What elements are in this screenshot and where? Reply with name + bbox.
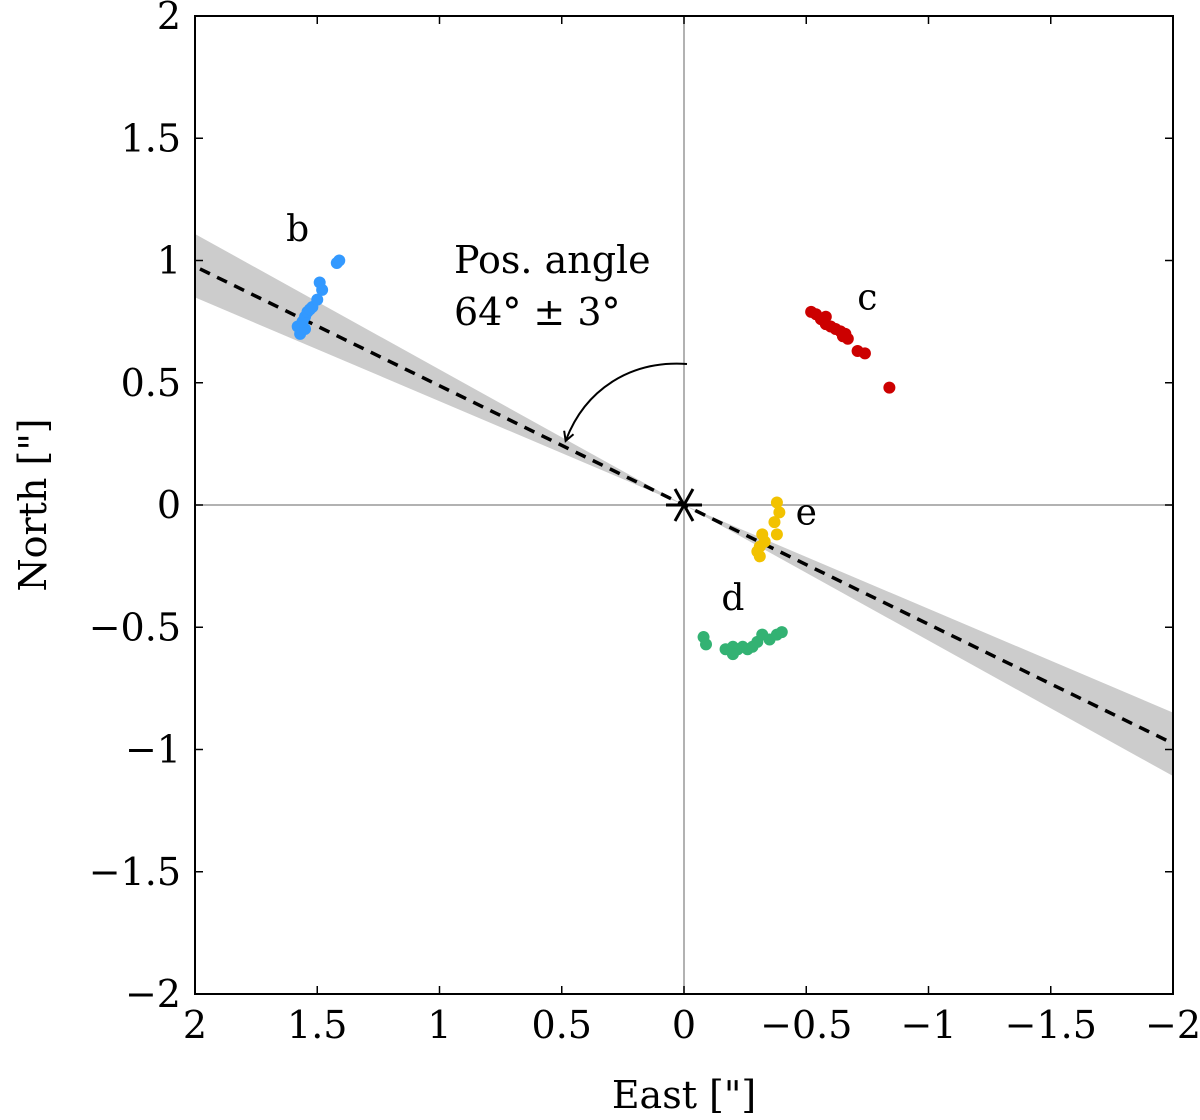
x-tick-label: −0.5 [760,1003,852,1047]
series-d [697,626,788,661]
x-axis-title: East ["] [612,1073,756,1117]
data-point-e [770,528,783,541]
data-point-e [773,506,786,519]
data-point-b [333,254,346,267]
x-tick-label: 0 [672,1003,696,1047]
star-marker-stroke [673,488,695,522]
series-b [291,254,346,340]
data-point-c [883,381,896,394]
series-c [805,305,896,394]
series-e [751,496,786,563]
pa-annotation-line1: Pos. angle [454,238,651,282]
y-axis-title: North ["] [11,418,55,591]
frame-layer [194,15,1174,995]
y-tick-label: −2 [125,972,181,1016]
data-point-d [775,626,788,639]
data-point-b [311,293,324,306]
series-label-d: d [721,578,744,619]
y-tick-label: −1.5 [89,850,181,894]
data-point-c [841,332,854,345]
x-tick-label: −2 [1145,1003,1200,1047]
y-tick-label: 2 [157,0,181,38]
data-point-c [858,347,871,360]
series-label-b: b [286,209,309,250]
x-tick-label: −1 [900,1003,956,1047]
pa-arrow [563,362,688,443]
x-tick-label: 1 [427,1003,451,1047]
data-point-e [770,496,783,509]
data-point-d [726,648,739,661]
y-tick-label: 1.5 [121,116,181,160]
y-tick-label: −0.5 [89,605,181,649]
data-point-e [768,516,781,529]
pa-annotation-line2: 64° ± 3° [454,290,621,334]
text-layer: 2 1.5 1 0.5 0 −0.5 −1 −1.5 −221.510.50−0.5−1−1.5… [11,0,1200,1117]
x-tick-label: 1.5 [287,1003,347,1047]
data-point-b [313,276,326,289]
x-tick-label: 0.5 [532,1003,592,1047]
y-tick-label: 1 [157,239,181,283]
y-tick-label: 0.5 [121,361,181,405]
star-marker-icon [666,488,702,522]
y-tick-label: 0 [157,483,181,527]
data-point-e [753,550,766,563]
data-point-d [700,638,713,651]
x-tick-label: 2 [183,1003,207,1047]
series-label-e: e [796,493,817,534]
x-tick-label: −1.5 [1005,1003,1097,1047]
series-layer [291,254,896,661]
series-label-c: c [857,277,877,318]
y-tick-label: −1 [125,728,181,772]
